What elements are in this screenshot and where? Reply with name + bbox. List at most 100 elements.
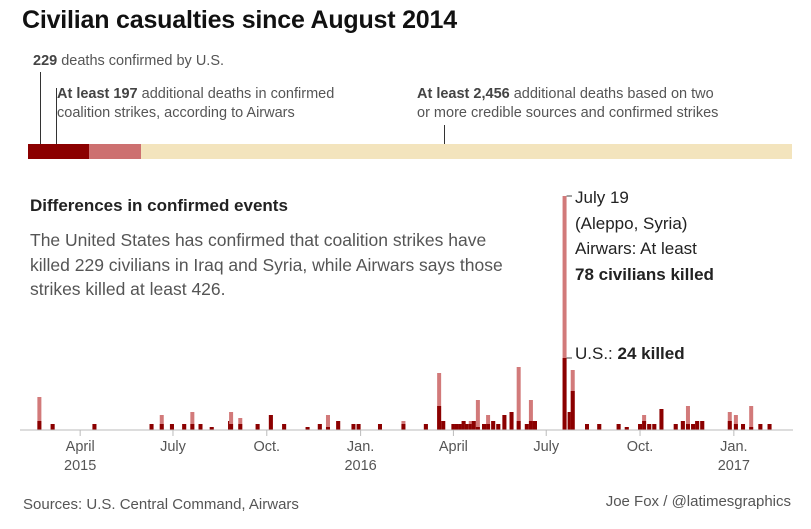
us-bar [441, 421, 446, 430]
x-tick-label: July [160, 439, 187, 455]
us-bar [585, 424, 590, 430]
x-tick-label: Jan. [720, 439, 747, 455]
us-bar [305, 427, 310, 430]
us-bar [454, 424, 459, 430]
total-deaths-bar [28, 144, 792, 159]
us-bar [255, 424, 260, 430]
us-bar [317, 424, 322, 430]
us-bar [198, 424, 203, 430]
us-bar [685, 424, 690, 430]
airwars-bar [528, 400, 533, 430]
us-confirmed-text: deaths confirmed by U.S. [57, 53, 225, 69]
us-bar [475, 427, 480, 430]
annotation-date: July 19 [575, 188, 629, 207]
airwars-count: At least 197 [57, 86, 138, 102]
airwars-additional-label: At least 197 additional deaths in confir… [57, 85, 334, 123]
us-bar [516, 421, 521, 430]
us-label-tick [40, 72, 41, 144]
us-bar [458, 424, 463, 430]
airwars-bar [749, 406, 754, 430]
airwars-bar [685, 406, 690, 430]
section-description: The United States has confirmed that coa… [30, 230, 503, 299]
credible-text-1: additional deaths based on two [509, 86, 714, 102]
us-bar [695, 421, 700, 430]
section-heading: Differences in confirmed events [30, 196, 288, 215]
us-bar [149, 424, 154, 430]
us-bar [282, 424, 287, 430]
x-tick-label: April [66, 439, 95, 455]
x-tick-label: April [439, 439, 468, 455]
us-bar [229, 424, 234, 430]
events-bar-chart: April 2015 July Oct. Jan. 2016 April July Oct. Ja… [20, 195, 793, 474]
source-note: Sources: U.S. Central Command, Airwars [23, 496, 299, 513]
peak-annotation: July 19 (Aleppo, Syria) Airwars: At leas… [575, 185, 714, 287]
airwars-line-2: coalition strikes, according to Airwars [57, 105, 295, 121]
credible-additional-label: At least 2,456 additional deaths based o… [417, 85, 718, 123]
us-annotation-prefix: U.S.: [575, 344, 618, 363]
airwars-label-tick [56, 88, 57, 144]
us-bar [673, 424, 678, 430]
airwars-line-1: At least 197 additional deaths in confir… [57, 85, 334, 104]
x-ticks-group: April 2015 July Oct. Jan. 2016 April July Oct. Ja… [64, 430, 750, 474]
airwars-bar [229, 412, 234, 430]
us-bar [336, 421, 341, 430]
x-tick-label: Jan. [347, 439, 374, 455]
us-bar [647, 424, 652, 430]
us-bar [401, 424, 406, 430]
us-bar [691, 424, 696, 430]
us-bar [597, 424, 602, 430]
us-confirmed-count: 229 [33, 53, 58, 69]
x-tick-year-label: 2017 [718, 458, 750, 474]
us-bar [451, 424, 456, 430]
us-bar [528, 421, 533, 430]
us-bar [616, 424, 621, 430]
us-bar [423, 424, 428, 430]
us-bar [659, 409, 664, 430]
us-bar [532, 421, 537, 430]
us-bar [652, 424, 657, 430]
bar-segment-airwars-additional [89, 144, 142, 159]
airwars-bar [516, 367, 521, 430]
us-bar [182, 424, 187, 430]
chart-title: Civilian casualties since August 2014 [22, 6, 457, 34]
us-bar [268, 415, 273, 430]
us-bar [209, 427, 214, 430]
annotation-airwars-label: Airwars: At least [575, 239, 697, 258]
credible-count: At least 2,456 [417, 86, 510, 102]
credible-line-1: At least 2,456 additional deaths based o… [417, 85, 718, 104]
us-bar [461, 421, 466, 430]
us-bar [642, 421, 647, 430]
x-tick-label: Oct. [627, 439, 654, 455]
airwars-bar [190, 412, 195, 430]
us-bar [437, 406, 442, 430]
us-bar [325, 427, 330, 430]
credible-line-2: or more credible sources and confirmed s… [417, 105, 719, 121]
us-bar [502, 415, 507, 430]
us-bar [464, 424, 469, 430]
annotation-airwars-bold: 78 civilians killed [575, 264, 714, 284]
us-annotation: U.S.: 24 killed [575, 341, 685, 367]
x-tick-year-label: 2015 [64, 458, 96, 474]
airwars-bar [437, 373, 442, 430]
us-bar [482, 424, 487, 430]
us-bar [727, 421, 732, 430]
credit-line: Joe Fox / @latimesgraphics [605, 493, 791, 510]
credible-label-tick [444, 125, 445, 144]
us-confirmed-label: 229 deaths confirmed by U.S. [33, 52, 224, 71]
us-bar [486, 424, 491, 430]
us-bar [238, 424, 243, 430]
us-bar [570, 391, 575, 430]
us-bar [496, 424, 501, 430]
us-bar [190, 424, 195, 430]
annotation-airwars-value: 78 civilians killed [575, 262, 714, 288]
us-bar [351, 424, 356, 430]
bar-segment-u-s-confirmed [28, 144, 90, 159]
us-bar [767, 424, 772, 430]
us-bar [468, 424, 473, 430]
airwars-bar [475, 400, 480, 430]
us-bar [169, 424, 174, 430]
x-tick-label: July [533, 439, 560, 455]
us-bar [37, 421, 42, 430]
us-bar [524, 424, 529, 430]
us-bar [471, 421, 476, 430]
